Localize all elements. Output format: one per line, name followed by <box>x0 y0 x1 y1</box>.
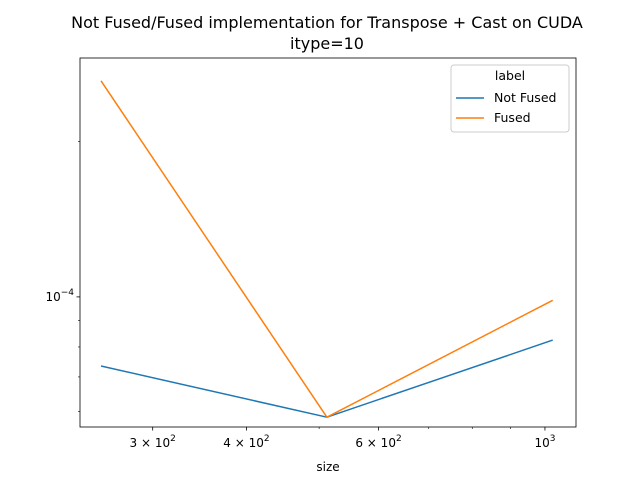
y-axis-ticks: 10−4 <box>45 141 80 412</box>
x-tick-label: 6 × 102 <box>355 434 401 450</box>
x-tick-label: 4 × 102 <box>223 434 269 450</box>
legend-box <box>450 64 570 133</box>
plot-lines <box>100 80 554 418</box>
legend-label-not-fused: Not Fused <box>494 90 556 105</box>
legend: label Not Fused Fused <box>450 64 570 133</box>
x-tick-label: 3 × 102 <box>130 434 176 450</box>
legend-title: label <box>495 68 525 83</box>
y-tick-label: 10−4 <box>45 288 74 304</box>
x-axis-ticks: 3 × 102 4 × 102 6 × 102 103 <box>130 427 555 450</box>
chart-subtitle: itype=10 <box>290 34 364 53</box>
series-line-fused <box>100 80 554 418</box>
plot-frame <box>79 57 577 428</box>
chart-title: Not Fused/Fused implementation for Trans… <box>71 13 583 32</box>
series-line-not-fused <box>100 339 553 418</box>
x-tick-label: 103 <box>534 434 555 450</box>
legend-label-fused: Fused <box>494 110 531 125</box>
x-axis-label: size <box>316 460 339 474</box>
